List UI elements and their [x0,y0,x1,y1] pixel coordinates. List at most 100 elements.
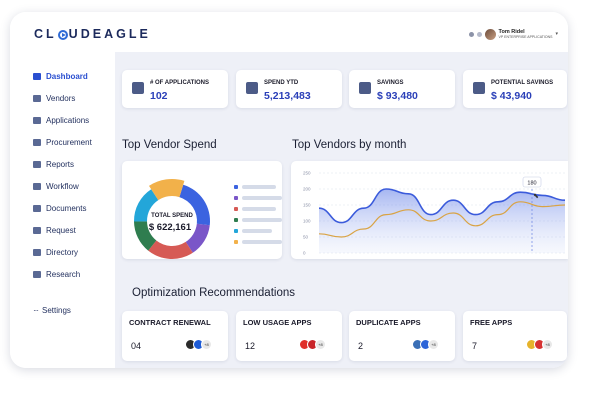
sidebar-item-label: Applications [46,115,90,125]
stat-card[interactable]: # OF APPLICATIONS 102 [122,70,228,108]
notification-icon[interactable] [468,31,474,37]
sidebar: Dashboard Vendors Applications Procurement R… [10,52,115,368]
sidebar-item-label: Dashboard [46,71,88,81]
savings-icon [359,82,371,94]
chevron-down-icon[interactable]: ▾ [555,31,558,37]
stat-value: 102 [150,90,168,102]
area-fill-series-1 [319,189,565,253]
sidebar-item-applications[interactable]: Applications [33,109,92,131]
stat-label: POTENTIAL SAVINGS [491,80,554,86]
sidebar-item-research[interactable]: Research [33,263,92,285]
user-menu[interactable]: Tom Ridel VP ENTERPRISE APPLICATIONS ▾ [468,27,558,41]
stat-value: $ 93,480 [377,90,418,102]
stat-label: SAVINGS [377,80,404,86]
more-apps-badge: +8 [428,339,439,350]
donut-slice[interactable] [148,240,193,259]
optimization-card-count: 2 [358,341,364,351]
sidebar-item-directory[interactable]: Directory [33,241,92,263]
sidebar-item-label: Procurement [46,137,92,147]
sidebar-item-settings[interactable]: ··· Settings [33,306,71,315]
section-title-top-vendors-by-month: Top Vendors by month [292,139,407,151]
sidebar-item-label: Workflow [46,181,79,191]
potential-savings-icon [473,82,485,94]
more-apps-badge: +8 [315,339,326,350]
avatar[interactable] [484,28,496,40]
help-icon[interactable] [476,31,482,37]
optimization-card[interactable]: DUPLICATE APPS 2 +8 [349,311,455,361]
vendors-by-month-chart: 250 200 150 100 50 0 180 ⬉ [303,171,566,256]
donut-slice[interactable] [179,184,210,226]
app-logo-stack[interactable]: +8 [526,339,553,350]
optimization-card-count: 7 [472,341,478,351]
directory-icon [33,248,41,256]
section-title-optimization: Optimization Recommendations [132,287,295,299]
app-logo-stack[interactable]: +8 [185,339,212,350]
apps-icon [132,82,144,94]
y-tick-label: 50 [303,235,309,240]
more-dots-icon: ··· [33,306,39,315]
sidebar-item-label: Reports [46,159,75,169]
sidebar-item-procurement[interactable]: Procurement [33,131,92,153]
tooltip-box [522,176,542,188]
sidebar-item-vendors[interactable]: Vendors [33,87,92,109]
sidebar-item-reports[interactable]: Reports [33,153,92,175]
optimization-card-count: 12 [245,341,256,351]
stat-card[interactable]: POTENTIAL SAVINGS $ 43,940 [463,70,567,108]
sidebar-item-label: Vendors [46,93,76,103]
store-icon [33,94,41,102]
legend-label-placeholder [242,240,282,244]
donut-slice[interactable] [134,189,159,222]
legend-label-placeholder [242,185,276,189]
donut-slice[interactable] [185,223,210,253]
legend-swatch [234,218,238,222]
legend-label-placeholder [242,196,282,200]
sidebar-item-label: Request [46,225,76,235]
vendor-spend-donut-chart: TOTAL SPEND $ 622,161 14% [134,179,216,259]
optimization-card-title: LOW USAGE APPS [243,318,312,327]
legend-swatch [234,240,238,244]
stat-card[interactable]: SPEND YTD 5,213,483 [236,70,342,108]
legend-label-placeholder [242,218,282,222]
user-name: Tom Ridel [498,28,525,35]
user-info: Tom Ridel VP ENTERPRISE APPLICATIONS [499,29,553,40]
series-1-line [318,188,566,224]
legend-item [234,229,272,233]
workflow-icon [33,182,41,190]
spend-icon [246,82,258,94]
legend-swatch [234,229,238,233]
optimization-card[interactable]: FREE APPS 7 +8 [463,311,567,361]
grid-icon [33,116,41,124]
vendor-spend-card: TOTAL SPEND $ 622,161 14% [122,161,282,259]
legend-swatch [234,196,238,200]
home-icon [33,72,41,80]
legend-swatch [234,185,238,189]
app-logo-stack[interactable]: +8 [412,339,439,350]
research-icon [33,270,41,278]
donut-slice[interactable] [148,179,185,201]
stat-value: 5,213,483 [264,90,311,102]
stat-card[interactable]: SAVINGS $ 93,480 [349,70,455,108]
more-apps-badge: +8 [542,339,553,350]
request-icon [33,226,41,234]
sidebar-item-label: Documents [46,203,87,213]
legend-item [234,185,276,189]
app-logo-stack[interactable]: +8 [299,339,326,350]
optimization-card[interactable]: CONTRACT RENEWAL 04 +8 [122,311,228,361]
optimization-card[interactable]: LOW USAGE APPS 12 +8 [236,311,342,361]
sidebar-item-workflow[interactable]: Workflow [33,175,92,197]
top-bar: CL UDEAGLE Tom Ridel VP ENTERPRISE APPLIC… [10,12,568,52]
optimization-card-count: 04 [131,341,142,351]
folder-icon [33,204,41,212]
donut-slice[interactable] [134,221,157,251]
y-tick-label: 200 [303,187,311,192]
user-role: VP ENTERPRISE APPLICATIONS [498,34,553,39]
total-spend-value: $ 622,161 [149,222,192,233]
sidebar-item-documents[interactable]: Documents [33,197,92,219]
legend-swatch [234,207,238,211]
optimization-card-title: DUPLICATE APPS [356,318,421,327]
y-tick-label: 250 [303,171,311,176]
legend-item [234,218,282,222]
sidebar-item-request[interactable]: Request [33,219,92,241]
sidebar-item-dashboard[interactable]: Dashboard [33,65,92,87]
main-content: # OF APPLICATIONS 102 SPEND YTD 5,213,48… [115,52,568,368]
